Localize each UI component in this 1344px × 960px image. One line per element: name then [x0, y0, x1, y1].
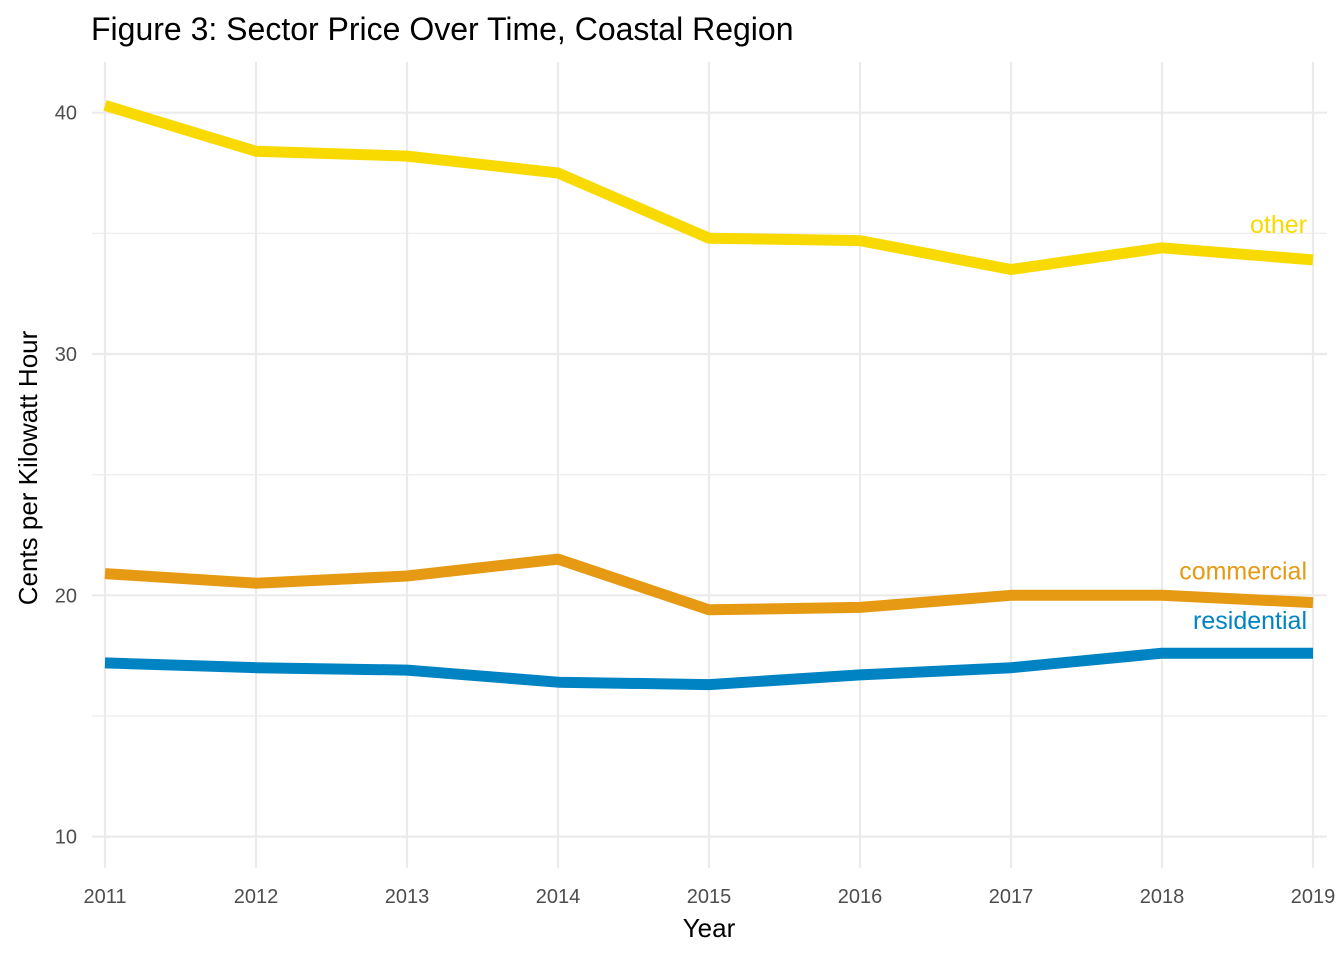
series-line-commercial — [104, 553, 1314, 616]
series-label-other: other — [1250, 211, 1307, 239]
y-tick-label: 10 — [55, 827, 77, 849]
y-axis-ticks: 10 20 30 40 — [55, 103, 77, 849]
y-axis-title: Cents per Kilowatt Hour — [13, 330, 43, 605]
series-label-residential: residential — [1193, 607, 1307, 635]
series-labels: other commercial residential — [1179, 211, 1307, 635]
grid — [92, 62, 1327, 868]
series-line-other — [103, 100, 1314, 275]
x-axis-title: Year — [683, 913, 736, 943]
series-line-residential — [104, 647, 1313, 691]
x-tick-label: 2015 — [687, 886, 732, 908]
x-tick-label: 2014 — [536, 886, 581, 908]
x-tick-label: 2011 — [83, 886, 126, 908]
x-tick-label: 2017 — [989, 886, 1034, 908]
x-tick-label: 2019 — [1291, 886, 1336, 908]
x-tick-label: 2012 — [234, 886, 279, 908]
y-tick-label: 20 — [55, 585, 77, 607]
chart-title: Figure 3: Sector Price Over Time, Coasta… — [91, 11, 794, 47]
x-axis-ticks: 2011 2012 2013 2014 2015 2016 2017 2018 2019 — [83, 886, 1335, 908]
x-tick-label: 2013 — [385, 886, 430, 908]
series-label-commercial: commercial — [1179, 558, 1307, 586]
y-tick-label: 30 — [55, 344, 77, 366]
x-tick-label: 2018 — [1140, 886, 1185, 908]
series-lines — [103, 100, 1314, 691]
x-tick-label: 2016 — [838, 886, 883, 908]
y-tick-label: 40 — [55, 103, 77, 125]
